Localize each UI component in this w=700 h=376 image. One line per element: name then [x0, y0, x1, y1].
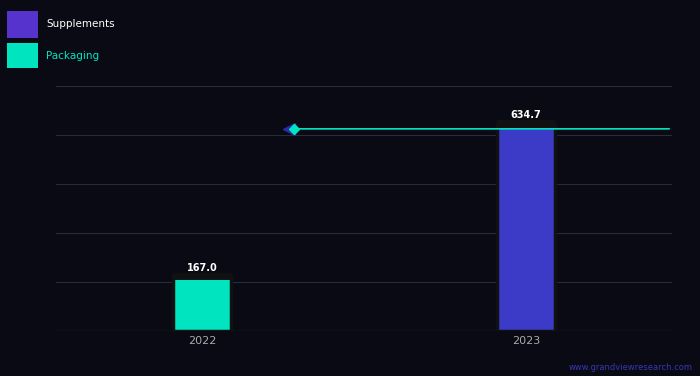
Text: Packaging: Packaging: [46, 51, 99, 61]
Bar: [173, 273, 231, 280]
Bar: [7, 11, 38, 38]
Bar: [173, 276, 231, 331]
Text: Supplements: Supplements: [46, 20, 115, 29]
Text: 634.7: 634.7: [511, 110, 542, 120]
Bar: [497, 124, 555, 331]
Bar: [7, 43, 38, 68]
Bar: [497, 120, 555, 128]
Text: 167.0: 167.0: [186, 262, 217, 273]
Text: www.grandviewresearch.com: www.grandviewresearch.com: [569, 363, 693, 372]
